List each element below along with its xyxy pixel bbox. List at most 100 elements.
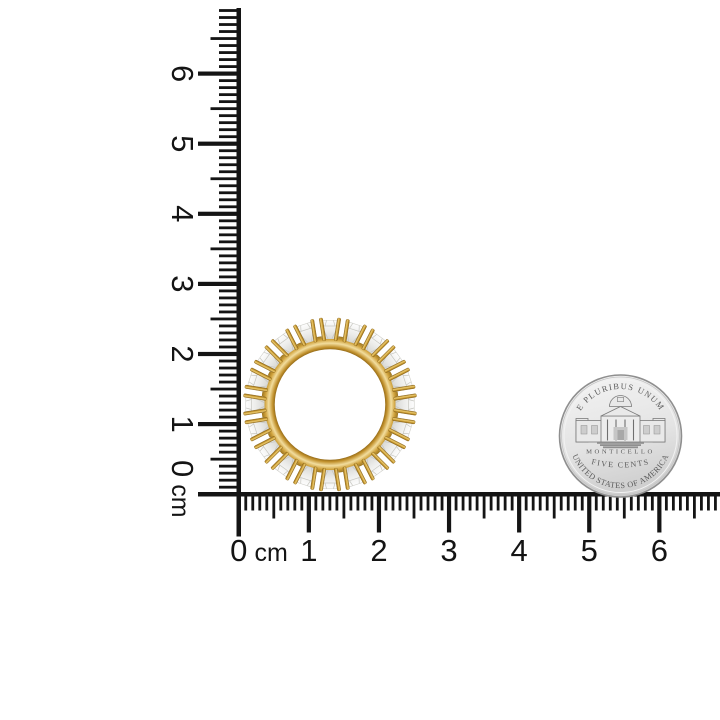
mm-tick (608, 496, 612, 511)
prong (293, 324, 307, 347)
cm-tick (198, 422, 237, 427)
mm-tick (573, 496, 577, 511)
mm-tick (219, 359, 237, 363)
mm-tick (335, 496, 339, 511)
building-cupola (616, 397, 624, 402)
mm-tick (219, 275, 237, 279)
prong (254, 436, 276, 450)
mm-tick (219, 429, 237, 433)
prong (388, 367, 410, 381)
vertical-ruler: 0cm 1 2 3 4 5 6 (165, 8, 241, 518)
cm-tick (198, 211, 237, 216)
mm-tick (384, 496, 388, 511)
cm-tick (198, 281, 237, 286)
mm-tick (219, 443, 237, 447)
ring-band (261, 335, 399, 474)
vertical-ruler-label-6: 6 (165, 65, 200, 82)
horizontal-ruler-unit: cm (255, 539, 288, 567)
prong (388, 428, 410, 442)
prong (371, 339, 390, 358)
mm-tick (219, 331, 237, 335)
prong-pair (353, 458, 375, 485)
mm-tick (219, 254, 237, 258)
mm-tick (258, 496, 262, 511)
prong (361, 458, 375, 481)
mm-tick (545, 496, 549, 511)
prong (243, 393, 267, 401)
mm-tick (419, 496, 423, 511)
mm-tick (219, 51, 237, 54)
mm-tick (251, 496, 255, 511)
mm-tick (219, 191, 237, 195)
prong (243, 408, 267, 416)
prong-pair (243, 408, 268, 425)
mm-tick (219, 485, 237, 489)
mm-tick (219, 240, 237, 244)
mm-tick (714, 496, 717, 511)
mm-tick (552, 496, 556, 519)
mm-tick (219, 93, 237, 97)
mm-tick (454, 496, 458, 511)
mm-tick (219, 310, 237, 314)
mm-tick (700, 496, 703, 511)
monticello-building (575, 395, 666, 449)
prong (371, 451, 390, 470)
horizontal-ruler-labels: 0 cm 1 2 3 4 5 6 (230, 533, 668, 568)
mm-tick (210, 457, 237, 461)
mm-tick (636, 496, 640, 511)
vertical-ruler-label-5: 5 (165, 135, 200, 152)
prong (353, 462, 367, 485)
mm-tick (219, 58, 237, 61)
mm-tick (219, 86, 237, 90)
building-steps (597, 442, 644, 449)
gold-diamond-eternity-ring (243, 317, 417, 492)
mm-tick (650, 496, 654, 511)
prong (393, 393, 417, 401)
vertical-ruler-label-1: 1 (165, 415, 200, 432)
coin-rim-highlight (563, 379, 678, 493)
vertical-ruler-line (236, 8, 241, 497)
mm-tick (210, 317, 237, 321)
cm-tick (306, 496, 311, 533)
prong-pair (384, 359, 410, 381)
mm-tick (219, 233, 237, 237)
prong-pair (285, 458, 307, 485)
vertical-ruler-label-0: 0cm (165, 460, 200, 518)
ring-prongs (243, 317, 417, 492)
mm-tick (219, 128, 237, 132)
prong (342, 466, 350, 490)
mm-tick (489, 496, 493, 511)
cm-tick (446, 496, 452, 533)
mm-tick (405, 496, 409, 511)
mm-tick (440, 496, 444, 511)
mm-tick (219, 450, 237, 454)
prong (285, 458, 299, 481)
mm-tick (219, 415, 237, 419)
prong (361, 328, 375, 351)
mm-tick (328, 496, 332, 511)
prong-pair (333, 466, 350, 492)
mm-tick (219, 121, 237, 125)
mm-tick (566, 496, 570, 511)
mm-tick (219, 79, 237, 83)
mm-tick (279, 496, 283, 511)
prong-pair (264, 445, 289, 470)
cm-tick (198, 71, 237, 76)
prong (393, 408, 417, 416)
mm-tick (370, 496, 374, 511)
prong (250, 367, 272, 381)
prong (333, 467, 341, 492)
coin-denomination-text: FIVE CENTS (591, 457, 650, 469)
horizontal-ruler-label-3: 3 (440, 533, 457, 568)
mm-tick (265, 496, 269, 511)
mm-tick (594, 496, 598, 511)
mm-tick (342, 496, 346, 519)
mm-tick (219, 16, 237, 19)
mm-tick (219, 345, 237, 349)
prong (270, 339, 289, 358)
horizontal-ruler: 0 cm 1 2 3 4 5 6 (198, 492, 720, 568)
mm-tick (503, 496, 507, 511)
building-pediment (600, 406, 641, 417)
mm-tick (391, 496, 395, 511)
mm-tick (244, 496, 248, 511)
